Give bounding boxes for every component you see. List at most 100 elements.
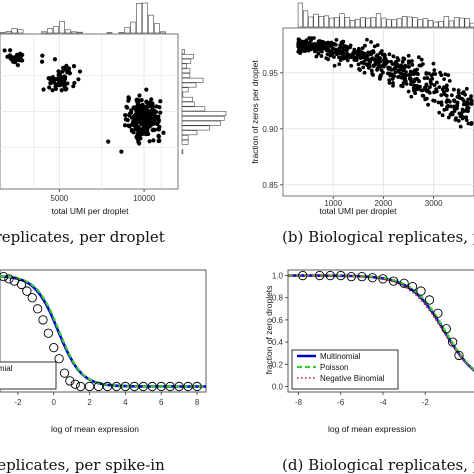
d-y-tick-label: 0.2 — [272, 360, 284, 369]
b-point — [387, 78, 392, 83]
b-point — [456, 91, 461, 95]
c-observed-point — [111, 381, 122, 392]
b-point — [406, 53, 411, 58]
c-observed-point — [147, 381, 157, 392]
b-point — [422, 85, 427, 90]
a-top-hist-bar — [64, 29, 71, 34]
b-x-tick-label: 2000 — [375, 199, 393, 208]
a-right-hist-bar — [181, 58, 192, 64]
a-point — [71, 63, 77, 69]
a-right-hist-bar — [181, 106, 206, 112]
b-top-hist-bar — [417, 19, 423, 28]
b-point — [375, 43, 380, 48]
b-point — [297, 43, 301, 48]
b-point — [429, 81, 434, 86]
b-top-hist-bar — [438, 21, 444, 28]
a-point — [136, 98, 142, 103]
a-point — [119, 149, 124, 154]
b-point — [316, 41, 320, 46]
a-point — [64, 63, 69, 68]
b-point — [329, 40, 334, 45]
b-point — [424, 96, 429, 101]
b-point — [464, 86, 469, 91]
b-point — [356, 62, 361, 67]
b-point — [412, 68, 417, 73]
b-y-tick-label: 0.90 — [262, 125, 278, 134]
d-observed-point — [298, 270, 308, 281]
b-point — [365, 37, 369, 42]
a-top-hist-bar — [70, 31, 77, 34]
b-point — [439, 73, 444, 78]
c-x-tick-label: -2 — [14, 398, 22, 407]
b-point — [319, 43, 324, 48]
c-observed-point — [129, 381, 139, 392]
a-right-hist-bar — [181, 73, 191, 78]
b-top-hist-bar — [469, 22, 474, 28]
b-point — [420, 88, 425, 93]
a-point — [131, 130, 136, 135]
a-point — [60, 69, 65, 74]
b-top-hist-bar — [391, 19, 397, 28]
b-point — [395, 56, 400, 60]
b-point — [379, 68, 384, 73]
b-point — [365, 53, 370, 58]
a-point — [148, 114, 153, 119]
b-point — [333, 42, 338, 47]
c-observed-point — [102, 381, 113, 392]
b-point — [324, 56, 329, 61]
a-point — [123, 112, 128, 118]
a-top-hist-bar — [130, 21, 137, 34]
b-point — [452, 104, 457, 109]
b-point — [434, 87, 438, 92]
a-top-hist-bar — [136, 3, 143, 34]
a-right-histogram — [181, 49, 227, 155]
b-point — [469, 94, 473, 99]
d-observed-point — [433, 308, 443, 318]
b-point — [387, 65, 392, 70]
b-point — [363, 43, 367, 48]
b-point — [401, 81, 406, 85]
a-point — [156, 133, 161, 138]
b-point — [299, 48, 304, 52]
b-point — [338, 58, 343, 62]
a-point — [153, 114, 158, 119]
b-point — [415, 72, 420, 77]
b-point — [424, 82, 429, 87]
a-point — [139, 118, 144, 123]
a-top-histogram — [0, 2, 166, 34]
c-legend-box — [0, 361, 57, 390]
a-point — [146, 109, 151, 114]
b-point — [463, 92, 468, 97]
d-x-label: log of mean expression — [328, 424, 416, 434]
a-point — [156, 117, 162, 123]
b-point — [452, 87, 456, 92]
b-top-hist-bar — [381, 17, 387, 28]
a-point — [51, 80, 56, 85]
a-point — [62, 76, 68, 81]
a-point — [150, 111, 155, 116]
a-point — [52, 77, 57, 82]
b-point — [449, 110, 454, 115]
b-point — [382, 61, 387, 65]
panel-a: 5000 10000 total UMI per droplet (a) Tech… — [0, 2, 227, 246]
b-point — [368, 59, 373, 64]
a-right-hist-bar — [181, 87, 189, 93]
b-point — [362, 70, 367, 75]
c-observed-point — [174, 381, 184, 392]
d-y-label: fraction of zero droplets — [264, 286, 274, 375]
a-point — [59, 79, 64, 84]
b-point — [449, 104, 453, 109]
d-legend: Multinomial Poisson Negative Binomial — [291, 349, 399, 390]
a-top-hist-bar — [53, 26, 60, 34]
a-right-hist-bar — [181, 135, 189, 140]
b-caption: (b) Biological replicates, per droplet — [282, 228, 474, 246]
c-observed-point — [4, 274, 14, 284]
d-legend-label: Multinomial — [320, 352, 361, 361]
c-observed-point — [38, 315, 48, 325]
b-top-hist-bar — [401, 16, 408, 28]
b-point — [391, 54, 396, 59]
b-top-hist-bar — [454, 17, 460, 28]
b-point — [462, 108, 466, 113]
b-point — [306, 45, 311, 50]
b-point — [390, 77, 395, 81]
